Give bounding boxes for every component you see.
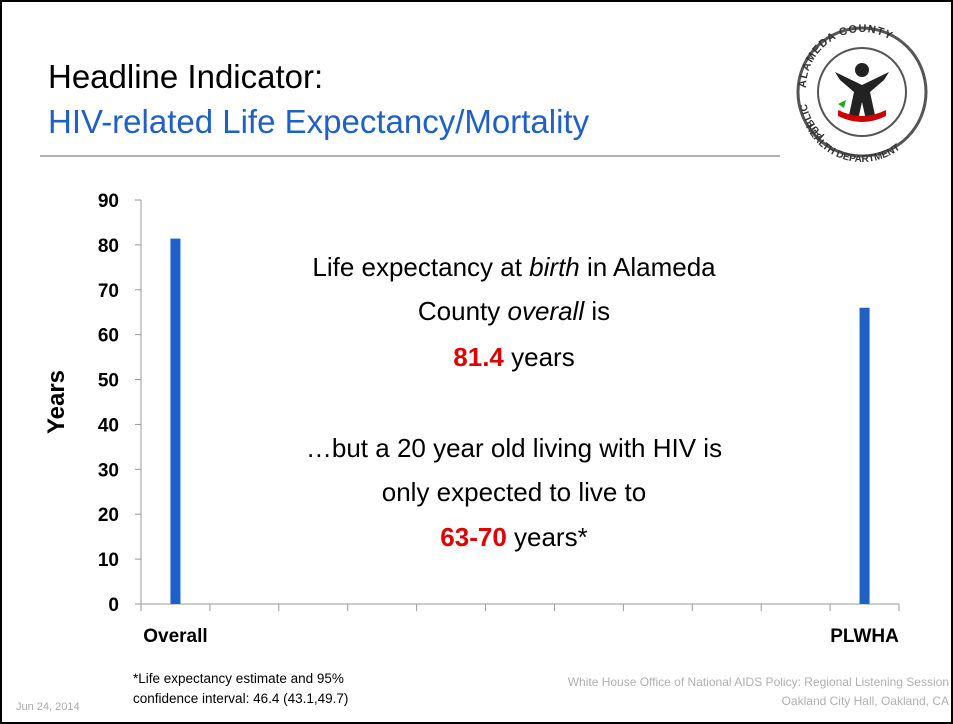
slide-subtitle: HIV-related Life Expectancy/Mortality <box>48 103 590 140</box>
y-tick-label: 60 <box>98 326 119 347</box>
annotation-text: years* <box>507 522 588 552</box>
y-tick-label: 50 <box>98 371 119 392</box>
footer-source: Oakland City Hall, Oakland, CA <box>782 694 949 708</box>
annotation-text: County <box>418 296 508 326</box>
y-tick-label: 30 <box>98 460 119 481</box>
y-tick-label: 40 <box>98 415 119 436</box>
annotation-line: 81.4 years <box>453 342 574 372</box>
y-axis-label: Years <box>43 370 70 434</box>
footnote: confidence interval: 46.4 (43.1,49.7) <box>133 691 348 706</box>
bar <box>859 307 870 604</box>
y-tick-label: 70 <box>98 281 119 302</box>
x-tick-label: PLWHA <box>830 626 899 647</box>
annotation-text: only expected to live to <box>382 477 647 507</box>
y-tick-label: 20 <box>98 505 119 526</box>
annotation-text: birth <box>529 252 580 282</box>
annotation-line: …but a 20 year old living with HIV is <box>306 433 722 463</box>
annotation-highlight: 81.4 <box>453 342 504 372</box>
annotation-text: …but a 20 year old living with HIV is <box>306 433 722 463</box>
annotation-highlight: 63-70 <box>440 522 507 552</box>
slide-title: Headline Indicator: <box>48 58 323 95</box>
y-tick-label: 90 <box>98 191 119 212</box>
footnote: *Life expectancy estimate and 95% <box>133 671 344 686</box>
annotation: Life expectancy at birth in Alameda Coun… <box>306 252 722 552</box>
footer-date: Jun 24, 2014 <box>16 701 80 713</box>
y-tick-label: 80 <box>98 236 119 257</box>
x-tick-label: Overall <box>143 626 207 647</box>
y-tick-label: 0 <box>108 595 119 616</box>
annotation-text: years <box>504 342 575 372</box>
annotation-text: in Alameda <box>580 252 716 282</box>
annotation-line: only expected to live to <box>382 477 647 507</box>
annotation-line: 63-70 years* <box>440 522 587 552</box>
bar <box>170 238 181 605</box>
annotation-line: County overall is <box>418 296 610 326</box>
footer-source: White House Office of National AIDS Poli… <box>568 675 949 689</box>
y-tick-label: 10 <box>98 550 119 571</box>
annotation-text: Life expectancy at <box>312 252 529 282</box>
annotation-text: overall <box>508 296 586 326</box>
annotation-line: Life expectancy at birth in Alameda <box>312 252 716 282</box>
annotation-text: is <box>584 296 610 326</box>
